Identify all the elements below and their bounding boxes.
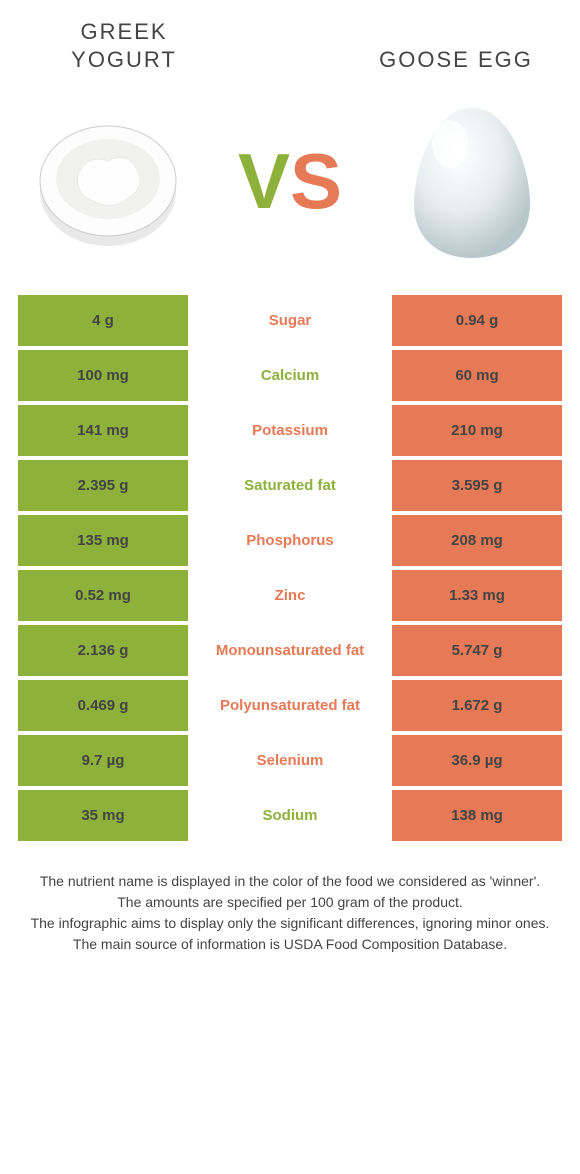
cell-nutrient: Phosphorus [188,515,392,566]
food-a-image [24,106,192,256]
cell-food-a: 0.52 mg [18,570,188,621]
cell-nutrient: Sodium [188,790,392,841]
cell-nutrient: Selenium [188,735,392,786]
yogurt-bowl-icon [33,106,183,256]
food-b-image [388,96,556,266]
cell-food-b: 208 mg [392,515,562,566]
table-row: 2.395 gSaturated fat3.595 g [18,460,562,511]
cell-food-a: 4 g [18,295,188,346]
table-row: 100 mgCalcium60 mg [18,350,562,401]
cell-food-b: 60 mg [392,350,562,401]
image-row: VS [18,91,562,271]
cell-food-a: 135 mg [18,515,188,566]
cell-food-b: 5.747 g [392,625,562,676]
vs-v: V [238,137,290,225]
infographic: Greek yogurt Goose egg VS [0,0,580,1174]
table-row: 141 mgPotassium210 mg [18,405,562,456]
table-row: 9.7 µgSelenium36.9 µg [18,735,562,786]
cell-nutrient: Potassium [188,405,392,456]
header: Greek yogurt Goose egg [18,18,562,73]
footnotes: The nutrient name is displayed in the co… [18,871,562,955]
table-row: 35 mgSodium138 mg [18,790,562,841]
title-food-a: Greek yogurt [24,18,224,73]
cell-food-a: 0.469 g [18,680,188,731]
cell-food-b: 36.9 µg [392,735,562,786]
vs-label: VS [238,136,342,227]
cell-food-b: 210 mg [392,405,562,456]
note-line: The main source of information is USDA F… [28,934,552,955]
vs-s: S [290,137,342,225]
note-line: The infographic aims to display only the… [28,913,552,934]
cell-food-a: 100 mg [18,350,188,401]
cell-food-b: 3.595 g [392,460,562,511]
table-row: 2.136 gMonounsaturated fat5.747 g [18,625,562,676]
cell-nutrient: Sugar [188,295,392,346]
cell-food-a: 2.395 g [18,460,188,511]
comparison-table: 4 gSugar0.94 g100 mgCalcium60 mg141 mgPo… [18,295,562,841]
table-row: 135 mgPhosphorus208 mg [18,515,562,566]
cell-food-b: 1.672 g [392,680,562,731]
cell-food-b: 0.94 g [392,295,562,346]
table-row: 0.469 gPolyunsaturated fat1.672 g [18,680,562,731]
cell-food-a: 141 mg [18,405,188,456]
goose-egg-icon [402,96,542,266]
cell-nutrient: Saturated fat [188,460,392,511]
note-line: The nutrient name is displayed in the co… [28,871,552,892]
cell-food-a: 35 mg [18,790,188,841]
table-row: 4 gSugar0.94 g [18,295,562,346]
cell-nutrient: Zinc [188,570,392,621]
cell-food-a: 2.136 g [18,625,188,676]
cell-food-a: 9.7 µg [18,735,188,786]
cell-nutrient: Monounsaturated fat [188,625,392,676]
title-food-b: Goose egg [356,46,556,74]
cell-food-b: 1.33 mg [392,570,562,621]
cell-nutrient: Polyunsaturated fat [188,680,392,731]
cell-food-b: 138 mg [392,790,562,841]
note-line: The amounts are specified per 100 gram o… [28,892,552,913]
table-row: 0.52 mgZinc1.33 mg [18,570,562,621]
cell-nutrient: Calcium [188,350,392,401]
